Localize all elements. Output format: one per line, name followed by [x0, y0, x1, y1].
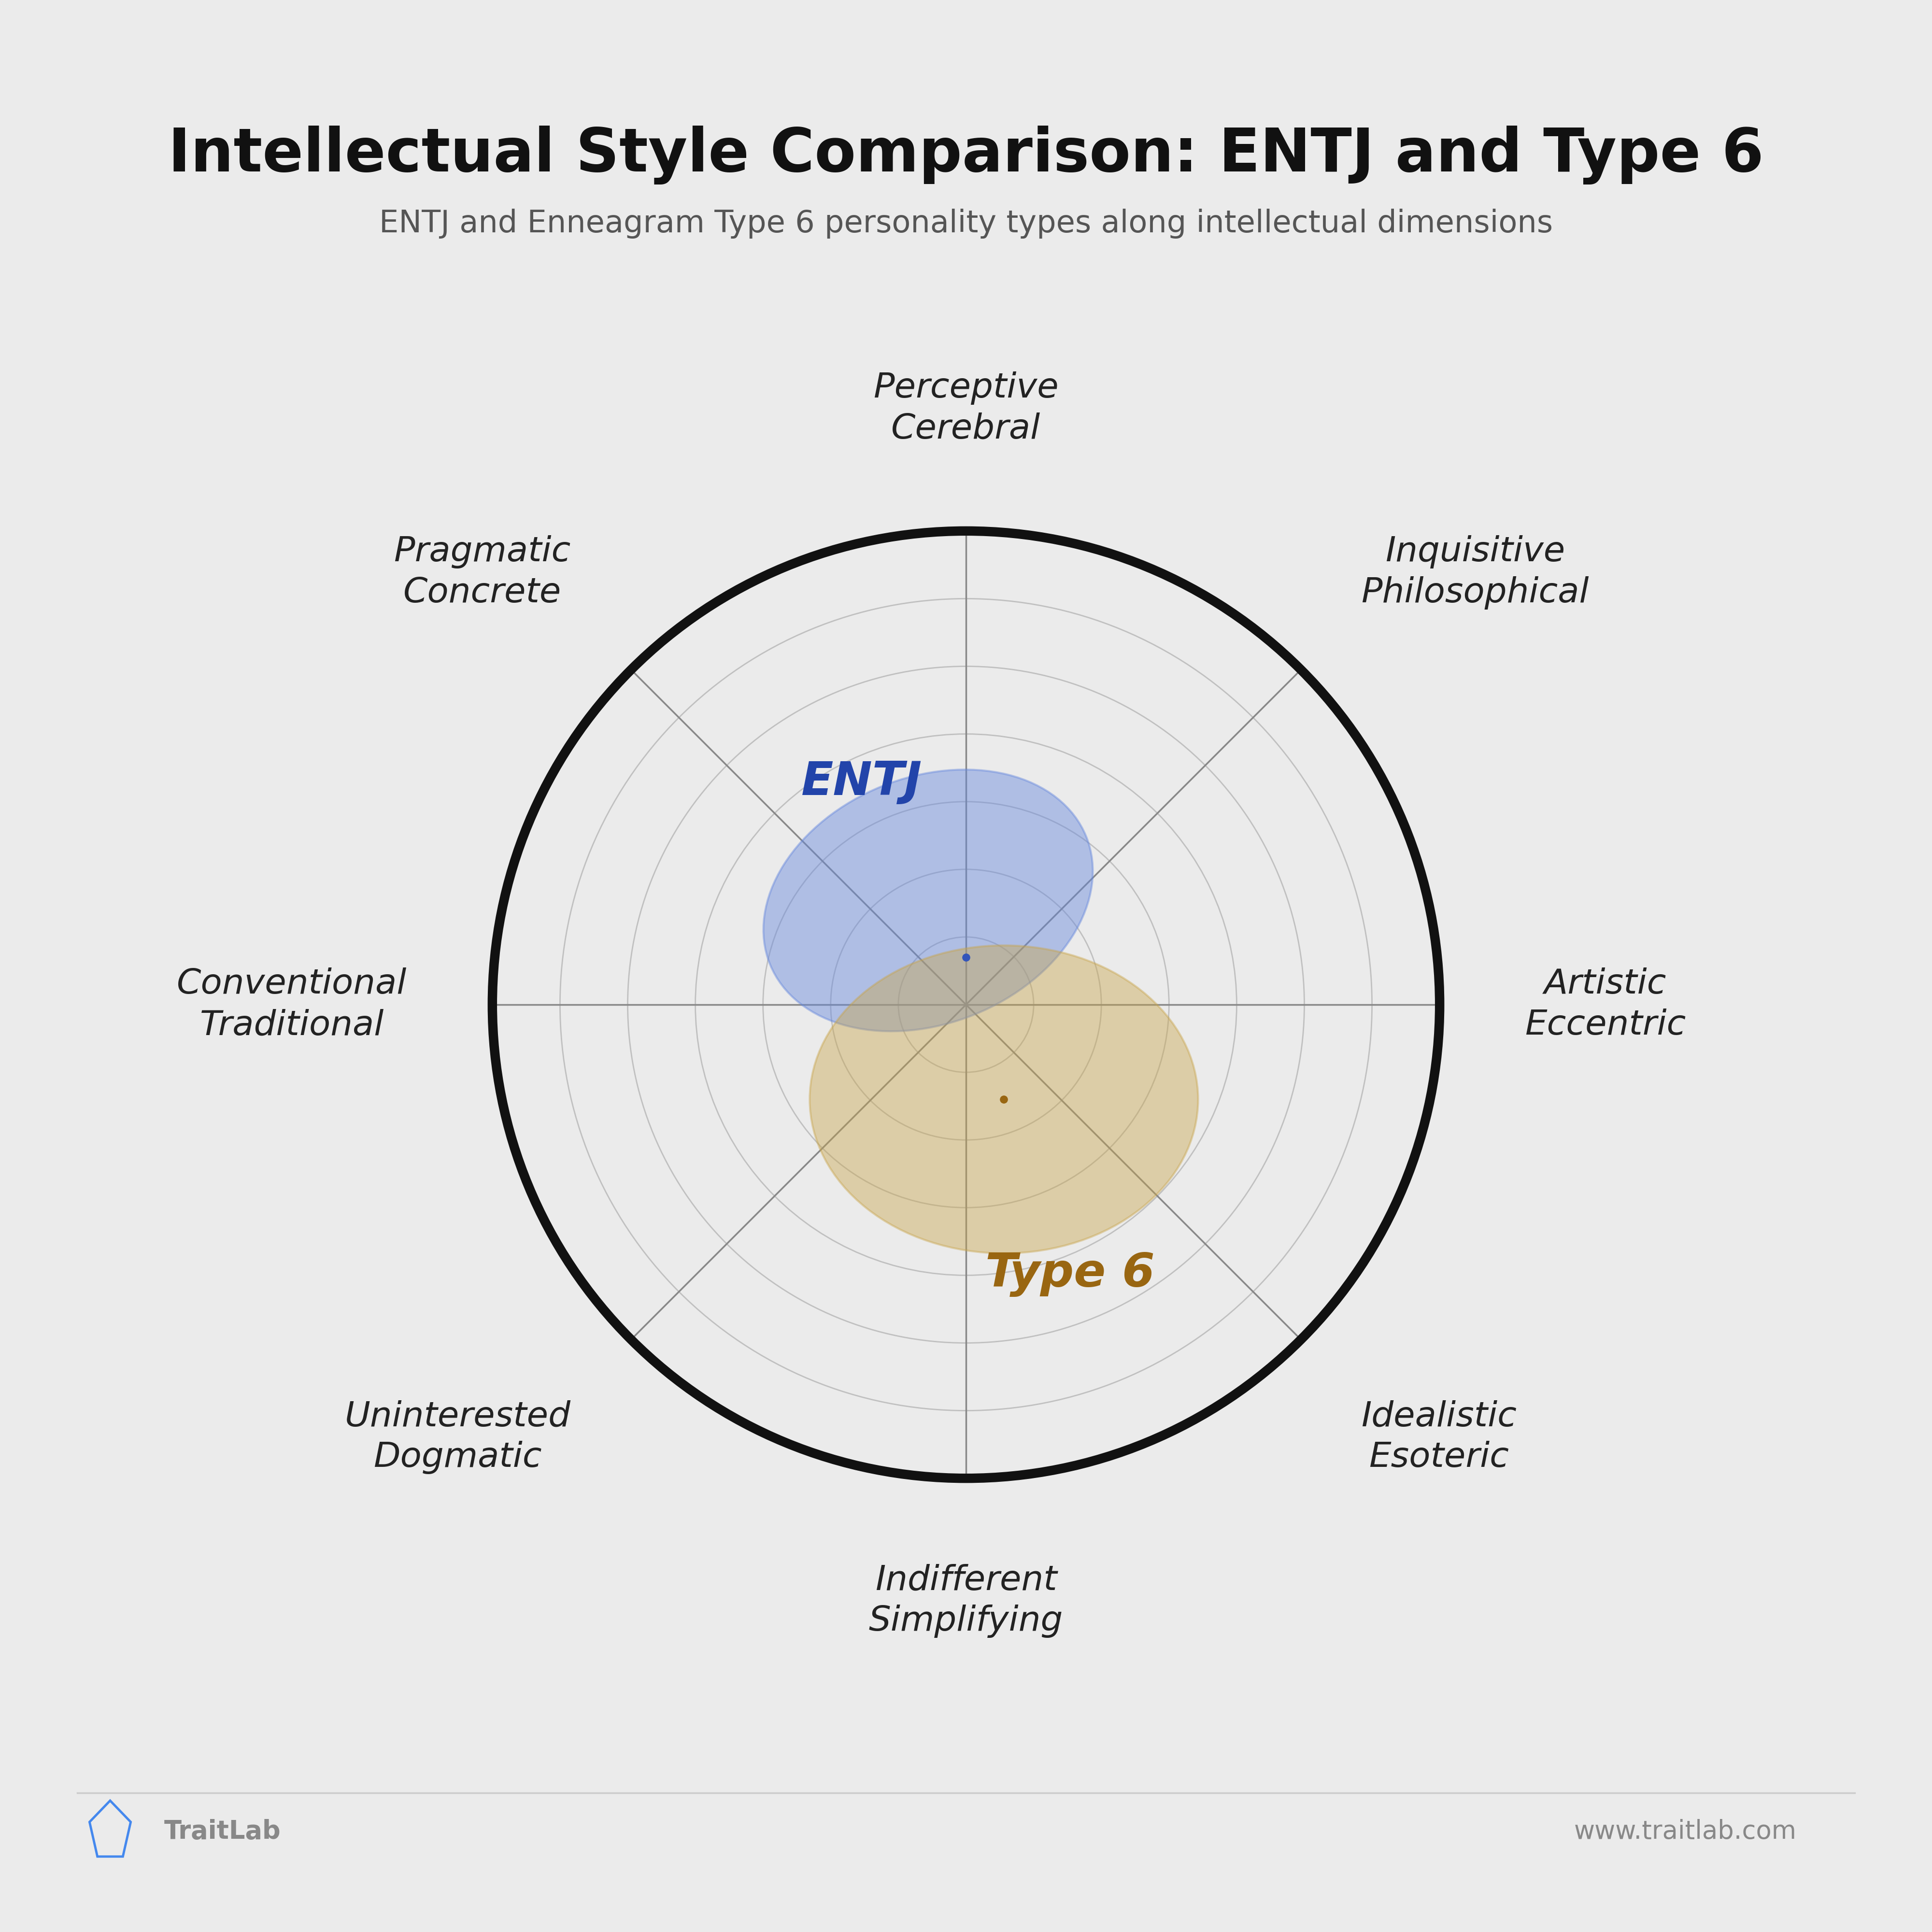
- Text: Idealistic
Esoteric: Idealistic Esoteric: [1362, 1401, 1517, 1474]
- Text: Type 6: Type 6: [985, 1252, 1155, 1296]
- Text: TraitLab: TraitLab: [164, 1820, 280, 1843]
- Ellipse shape: [810, 945, 1198, 1254]
- Point: [989, 1084, 1020, 1115]
- Text: Inquisitive
Philosophical: Inquisitive Philosophical: [1362, 535, 1588, 609]
- Text: Indifferent
Simplifying: Indifferent Simplifying: [869, 1563, 1063, 1638]
- Text: Artistic
Eccentric: Artistic Eccentric: [1524, 968, 1687, 1041]
- Text: Intellectual Style Comparison: ENTJ and Type 6: Intellectual Style Comparison: ENTJ and …: [168, 126, 1764, 185]
- Text: Uninterested
Dogmatic: Uninterested Dogmatic: [344, 1401, 570, 1474]
- Text: Conventional
Traditional: Conventional Traditional: [178, 968, 408, 1041]
- Text: ENTJ and Enneagram Type 6 personality types along intellectual dimensions: ENTJ and Enneagram Type 6 personality ty…: [379, 209, 1553, 238]
- Text: Perceptive
Cerebral: Perceptive Cerebral: [873, 371, 1059, 446]
- Text: www.traitlab.com: www.traitlab.com: [1575, 1820, 1797, 1843]
- Ellipse shape: [763, 769, 1094, 1032]
- Text: Pragmatic
Concrete: Pragmatic Concrete: [394, 535, 570, 609]
- Point: [951, 941, 981, 972]
- Text: ENTJ: ENTJ: [802, 759, 922, 804]
